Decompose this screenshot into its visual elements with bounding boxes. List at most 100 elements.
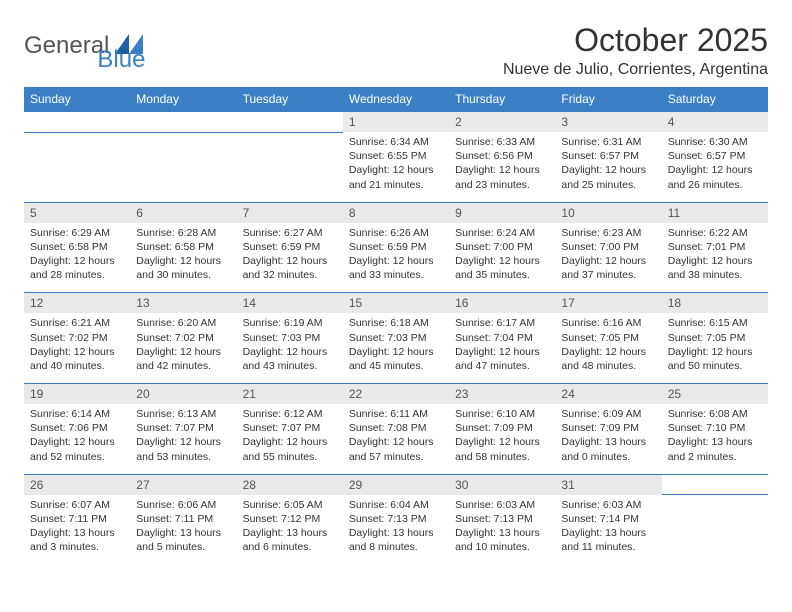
daylight-text: Daylight: 12 hours [136,254,230,268]
daylight-text: Daylight: 12 hours [136,435,230,449]
day-header: Monday [130,87,236,112]
sunrise-text: Sunrise: 6:17 AM [455,316,549,330]
daylight-text: Daylight: 13 hours [136,526,230,540]
day-number [130,112,236,133]
sunrise-text: Sunrise: 6:33 AM [455,135,549,149]
daylight-text: Daylight: 12 hours [349,345,443,359]
day-number: 7 [237,202,343,223]
sunrise-text: Sunrise: 6:05 AM [243,498,337,512]
daylight-text: Daylight: 12 hours [243,435,337,449]
daylight-text: Daylight: 12 hours [243,254,337,268]
day-cell [130,132,236,202]
day-cell: Sunrise: 6:24 AMSunset: 7:00 PMDaylight:… [449,223,555,293]
day-cell: Sunrise: 6:08 AMSunset: 7:10 PMDaylight:… [662,404,768,474]
day-number-row: 12131415161718 [24,293,768,314]
daylight-text: and 45 minutes. [349,359,443,373]
sunset-text: Sunset: 7:13 PM [455,512,549,526]
day-cell: Sunrise: 6:06 AMSunset: 7:11 PMDaylight:… [130,495,236,565]
day-cell: Sunrise: 6:04 AMSunset: 7:13 PMDaylight:… [343,495,449,565]
sunrise-text: Sunrise: 6:14 AM [30,407,124,421]
sunset-text: Sunset: 6:56 PM [455,149,549,163]
day-cell: Sunrise: 6:12 AMSunset: 7:07 PMDaylight:… [237,404,343,474]
sunrise-text: Sunrise: 6:15 AM [668,316,762,330]
daylight-text: Daylight: 12 hours [349,435,443,449]
daylight-text: and 53 minutes. [136,450,230,464]
sunrise-text: Sunrise: 6:34 AM [349,135,443,149]
sunrise-text: Sunrise: 6:08 AM [668,407,762,421]
daylight-text: and 28 minutes. [30,268,124,282]
sunset-text: Sunset: 7:01 PM [668,240,762,254]
day-cell: Sunrise: 6:21 AMSunset: 7:02 PMDaylight:… [24,313,130,383]
sunrise-text: Sunrise: 6:19 AM [243,316,337,330]
daylight-text: and 40 minutes. [30,359,124,373]
day-cell: Sunrise: 6:18 AMSunset: 7:03 PMDaylight:… [343,313,449,383]
daylight-text: and 5 minutes. [136,540,230,554]
daylight-text: and 52 minutes. [30,450,124,464]
sunset-text: Sunset: 7:02 PM [136,331,230,345]
sunset-text: Sunset: 6:55 PM [349,149,443,163]
daylight-text: Daylight: 12 hours [349,163,443,177]
sunrise-text: Sunrise: 6:29 AM [30,226,124,240]
sunrise-text: Sunrise: 6:18 AM [349,316,443,330]
sunset-text: Sunset: 7:11 PM [136,512,230,526]
sunset-text: Sunset: 6:59 PM [349,240,443,254]
sunrise-text: Sunrise: 6:27 AM [243,226,337,240]
sunset-text: Sunset: 7:00 PM [561,240,655,254]
daylight-text: and 58 minutes. [455,450,549,464]
day-number-row: 567891011 [24,202,768,223]
sunset-text: Sunset: 6:58 PM [30,240,124,254]
daylight-text: and 23 minutes. [455,178,549,192]
day-cell: Sunrise: 6:05 AMSunset: 7:12 PMDaylight:… [237,495,343,565]
day-number: 9 [449,202,555,223]
sunrise-text: Sunrise: 6:26 AM [349,226,443,240]
daylight-text: and 21 minutes. [349,178,443,192]
day-cell: Sunrise: 6:31 AMSunset: 6:57 PMDaylight:… [555,132,661,202]
daylight-text: and 26 minutes. [668,178,762,192]
daylight-text: and 10 minutes. [455,540,549,554]
day-cell: Sunrise: 6:07 AMSunset: 7:11 PMDaylight:… [24,495,130,565]
day-cell: Sunrise: 6:30 AMSunset: 6:57 PMDaylight:… [662,132,768,202]
sunset-text: Sunset: 7:09 PM [561,421,655,435]
day-content-row: Sunrise: 6:29 AMSunset: 6:58 PM Daylight:… [24,223,768,293]
daylight-text: and 47 minutes. [455,359,549,373]
logo: General Blue [24,22,195,60]
sunrise-text: Sunrise: 6:24 AM [455,226,549,240]
sunset-text: Sunset: 7:04 PM [455,331,549,345]
title-block: October 2025 Nueve de Julio, Corrientes,… [503,22,768,79]
sunrise-text: Sunrise: 6:06 AM [136,498,230,512]
sunset-text: Sunset: 6:57 PM [668,149,762,163]
day-cell: Sunrise: 6:15 AMSunset: 7:05 PMDaylight:… [662,313,768,383]
daylight-text: Daylight: 12 hours [668,254,762,268]
daylight-text: and 33 minutes. [349,268,443,282]
daylight-text: and 42 minutes. [136,359,230,373]
daylight-text: Daylight: 13 hours [243,526,337,540]
day-cell: Sunrise: 6:14 AMSunset: 7:06 PMDaylight:… [24,404,130,474]
day-header: Tuesday [237,87,343,112]
sunrise-text: Sunrise: 6:03 AM [561,498,655,512]
daylight-text: Daylight: 13 hours [668,435,762,449]
sunset-text: Sunset: 7:08 PM [349,421,443,435]
daylight-text: Daylight: 13 hours [30,526,124,540]
daylight-text: and 2 minutes. [668,450,762,464]
day-number: 1 [343,112,449,133]
day-number: 3 [555,112,661,133]
day-cell: Sunrise: 6:16 AMSunset: 7:05 PMDaylight:… [555,313,661,383]
header: General Blue October 2025 Nueve de Julio… [24,22,768,79]
sunrise-text: Sunrise: 6:22 AM [668,226,762,240]
day-number: 29 [343,474,449,495]
sunset-text: Sunset: 6:57 PM [561,149,655,163]
day-number: 21 [237,384,343,405]
daylight-text: Daylight: 13 hours [349,526,443,540]
day-cell [237,132,343,202]
sunrise-text: Sunrise: 6:31 AM [561,135,655,149]
sunrise-text: Sunrise: 6:23 AM [561,226,655,240]
daylight-text: and 55 minutes. [243,450,337,464]
daylight-text: and 30 minutes. [136,268,230,282]
sunset-text: Sunset: 7:13 PM [349,512,443,526]
day-number-row: 262728293031 [24,474,768,495]
daylight-text: Daylight: 12 hours [455,254,549,268]
day-cell: Sunrise: 6:13 AMSunset: 7:07 PMDaylight:… [130,404,236,474]
daylight-text: Daylight: 12 hours [455,435,549,449]
day-content-row: Sunrise: 6:34 AMSunset: 6:55 PMDaylight:… [24,132,768,202]
daylight-text: and 50 minutes. [668,359,762,373]
